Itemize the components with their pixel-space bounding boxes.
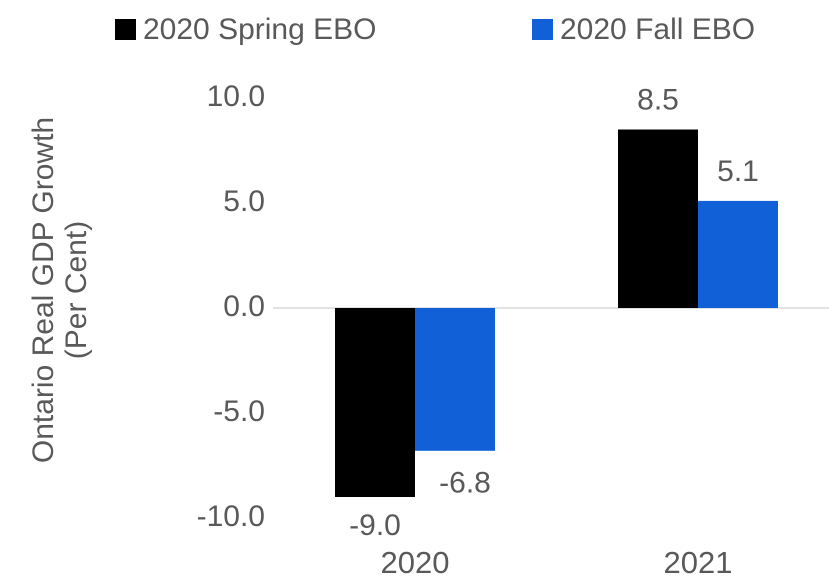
bar	[335, 308, 415, 497]
legend-swatch	[532, 19, 553, 40]
legend-swatch	[115, 19, 136, 40]
y-tick-label: 5.0	[223, 185, 265, 218]
y-axis-title-line: Ontario Real GDP Growth	[27, 117, 60, 463]
y-axis-title: Ontario Real GDP Growth (Per Cent)	[27, 117, 93, 463]
y-tick-label: 0.0	[223, 290, 265, 323]
value-label: 5.1	[717, 155, 759, 188]
value-label: -9.0	[349, 509, 401, 542]
y-tick-label: -5.0	[213, 395, 265, 428]
legend-label: 2020 Spring EBO	[143, 13, 376, 46]
y-tick-label: -10.0	[197, 500, 265, 533]
y-tick-label: 10.0	[207, 80, 265, 113]
bar	[698, 200, 778, 308]
value-label: 8.5	[637, 83, 679, 116]
bar	[618, 129, 698, 308]
x-tick-label: 2021	[664, 545, 733, 580]
x-tick-label: 2020	[381, 545, 450, 580]
bar	[415, 308, 495, 451]
y-axis-title-line: (Per Cent)	[60, 221, 93, 359]
legend-label: 2020 Fall EBO	[560, 13, 755, 46]
value-label: -6.8	[439, 467, 491, 500]
